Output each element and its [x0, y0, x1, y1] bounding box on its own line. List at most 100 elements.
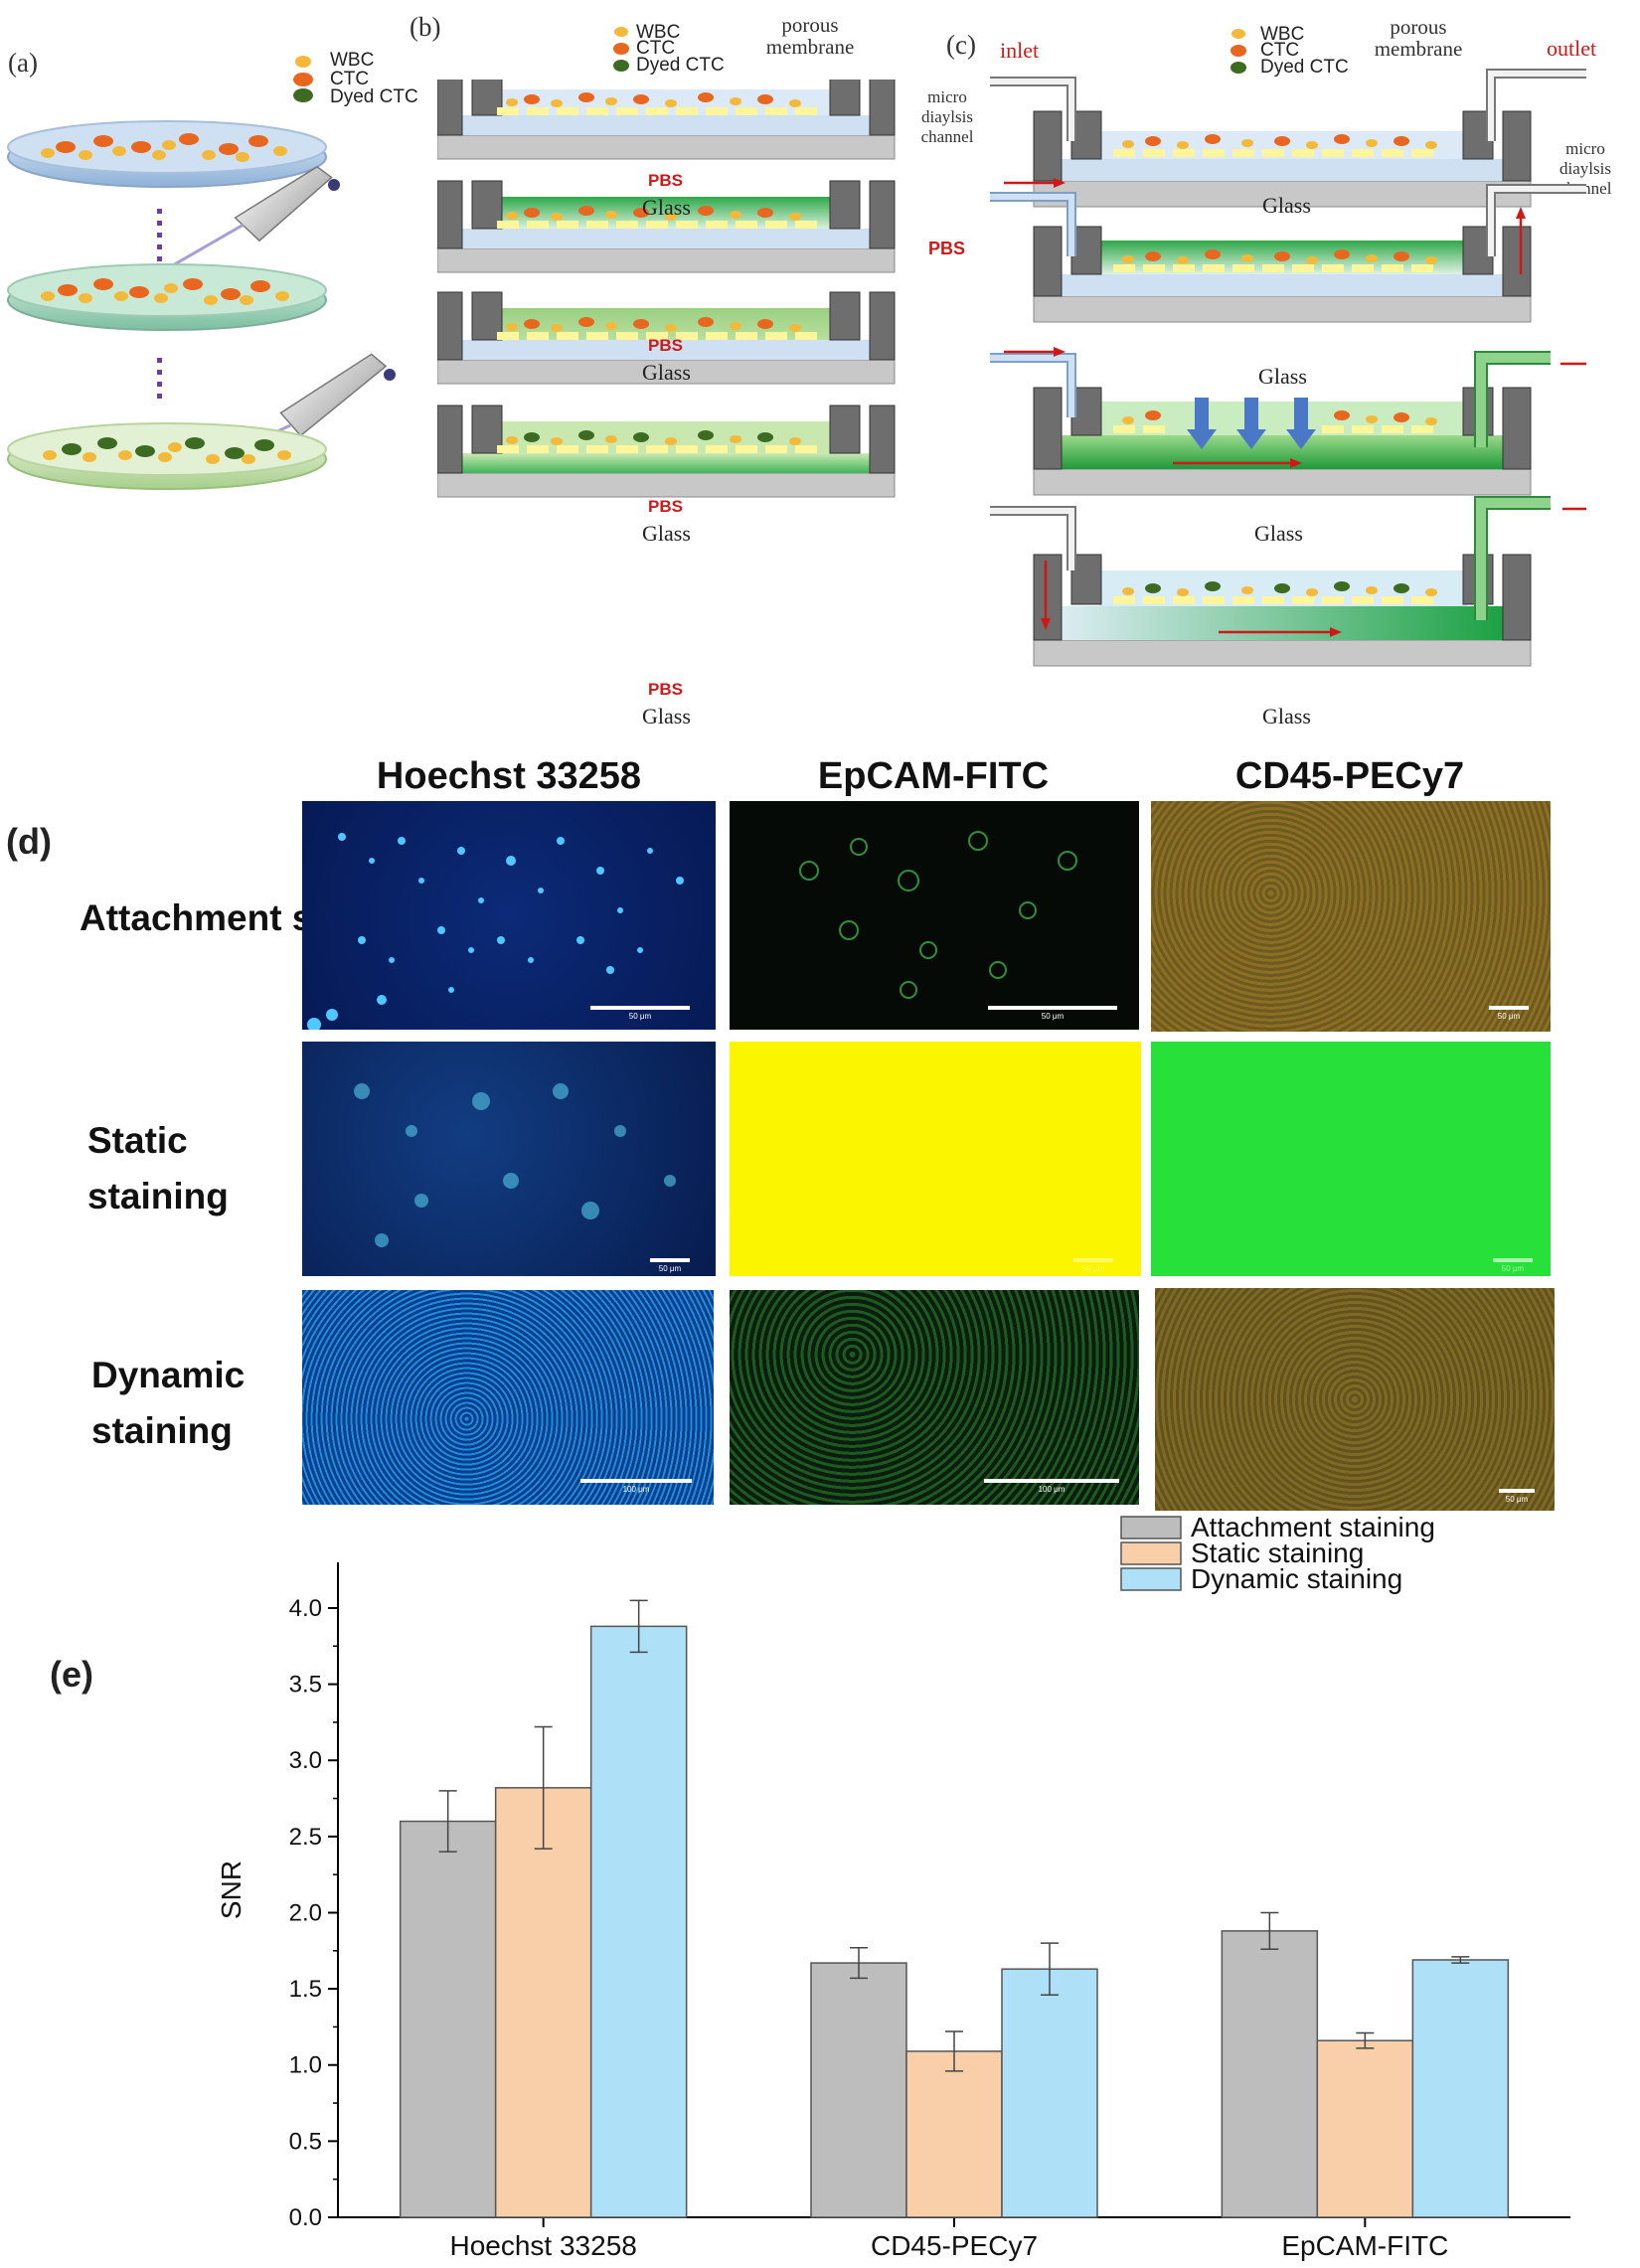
legend-ctc-dot — [293, 73, 313, 86]
scale-bar — [590, 1006, 690, 1010]
legend-dyed-ctc-dot — [293, 88, 313, 102]
legend-label: Static staining — [1191, 1538, 1364, 1568]
bar — [399, 1820, 497, 2218]
y-tick-label: 2.0 — [289, 1899, 322, 1926]
chart-axes: 0.0 0.5 1.0 1.5 2.0 2.5 3.0 3.5 4.0 SNR Hoechst 33… — [216, 1562, 1570, 2261]
y-tick-label: 1.5 — [289, 1976, 322, 2003]
legend-dyed-ctc-label: Dyed CTC — [330, 86, 418, 107]
bar — [810, 1962, 907, 2218]
y-tick-label: 1.0 — [289, 2052, 322, 2079]
glass-label-c1: Glass — [1262, 193, 1311, 218]
panel-c-legend-dyed-ctc: Dyed CTC — [1260, 57, 1349, 78]
pbs-label-b1: PBS — [648, 171, 683, 190]
device-b-4 — [437, 405, 896, 498]
panel-a-illustration — [7, 56, 396, 490]
row-header-dynamic: Dynamic staining — [91, 1355, 246, 1451]
device-b-2 — [437, 180, 896, 273]
y-tick-label: 0.5 — [289, 2128, 322, 2155]
device-b-1 — [437, 80, 896, 160]
panel-c-legend-markers — [1230, 29, 1246, 74]
scale-bar — [1499, 1489, 1535, 1493]
panel-c-inlet: inlet — [1000, 38, 1040, 63]
micrograph-static-cd45: 50 μm — [1151, 1042, 1551, 1276]
device-c-2 — [990, 178, 1586, 323]
scale-label: 100 μm — [622, 1485, 650, 1494]
bar — [1001, 1968, 1098, 2218]
panel-c-porous-membrane: porous membrane — [1374, 15, 1463, 61]
panel-b-legend-dyed-ctc: Dyed CTC — [636, 55, 725, 76]
y-tick-label: 2.5 — [289, 1824, 322, 1851]
panel-c-devices — [990, 69, 1586, 667]
glass-label-b1: Glass — [642, 195, 691, 220]
micrograph-dynamic-epcam: 100 μm — [730, 1290, 1139, 1505]
scale-bar — [1073, 1258, 1113, 1262]
device-b-3 — [437, 291, 896, 385]
panel-b-legend-markers — [613, 27, 629, 72]
column-header-cd45: CD45-PECy7 — [1234, 755, 1465, 797]
pbs-label-b2: PBS — [648, 336, 683, 355]
micrograph-attachment-epcam: 50 μm — [730, 801, 1139, 1030]
petri-dish-2 — [7, 263, 327, 331]
scale-bar — [1489, 1006, 1529, 1010]
row-header-static: Static staining — [87, 1120, 229, 1216]
x-tick-label: EpCAM-FITC — [1281, 2230, 1448, 2261]
scale-label: 50 μm — [1041, 1012, 1065, 1021]
scale-label: 50 μm — [658, 1264, 682, 1273]
panel-a-label: (a) — [8, 48, 38, 78]
scale-label: 50 μm — [1501, 1264, 1525, 1273]
legend-swatch — [1120, 1516, 1182, 1539]
panel-b-legend-dots — [417, 10, 437, 80]
pbs-label-b3: PBS — [648, 497, 683, 516]
bar — [1316, 2039, 1414, 2218]
scale-label: 50 μm — [1505, 1495, 1529, 1504]
y-tick-label: 3.5 — [289, 1672, 322, 1699]
glass-label-b3: Glass — [642, 521, 691, 546]
x-tick-label: Hoechst 33258 — [449, 2230, 636, 2261]
bar — [494, 1787, 592, 2218]
chart-error-bars — [438, 1599, 1470, 2072]
legend-ctc-label: CTC — [330, 69, 370, 89]
panel-b-porous-membrane: porous membrane — [765, 13, 855, 59]
glass-label-c2: Glass — [1258, 364, 1307, 389]
glass-label-c3: Glass — [1254, 521, 1303, 546]
bar — [1411, 1959, 1510, 2218]
bar — [905, 2050, 1003, 2218]
panel-e-label: (e) — [50, 1654, 93, 1695]
scale-label: 50 μm — [1081, 1264, 1105, 1273]
micrograph-static-hoechst: 50 μm — [302, 1042, 716, 1276]
micrograph-dynamic-hoechst: 100 μm — [302, 1290, 714, 1505]
y-tick-label: 0.0 — [289, 2204, 322, 2231]
column-header-epcam: EpCAM-FITC — [817, 755, 1050, 797]
y-tick-label: 3.0 — [289, 1747, 322, 1774]
panel-b-legend-ctc: CTC — [636, 38, 676, 59]
panel-c-pbs-label: PBS — [928, 239, 966, 258]
legend-swatch — [1120, 1567, 1182, 1591]
panel-c-legend-ctc: CTC — [1260, 40, 1300, 61]
glass-label-c4: Glass — [1262, 704, 1311, 729]
device-c-4 — [990, 496, 1586, 667]
scale-bar — [984, 1479, 1119, 1483]
micrograph-dynamic-cd45: 50 μm — [1155, 1288, 1555, 1511]
glass-label-b2: Glass — [642, 360, 691, 385]
micrograph-attachment-cd45: 50 μm — [1151, 801, 1551, 1032]
y-tick-label: 4.0 — [289, 1595, 322, 1622]
petri-dish-1 — [7, 120, 327, 188]
panel-b-legend-wbc: WBC — [636, 22, 681, 43]
glass-label-b4: Glass — [642, 704, 691, 729]
panel-d-label: (d) — [6, 821, 52, 862]
scale-bar — [650, 1258, 690, 1262]
snr-bar-chart: 0.0 0.5 1.0 1.5 2.0 2.5 3.0 3.5 4.0 SNR Hoechst 33… — [216, 1512, 1570, 2261]
scale-label: 50 μm — [628, 1012, 652, 1021]
scale-label: 50 μm — [1497, 1012, 1521, 1021]
y-axis-label: SNR — [216, 1861, 246, 1919]
panel-b-microdialysis-label: micro diaylsis channel — [920, 87, 974, 146]
panel-b-label: (b) — [410, 12, 441, 42]
chart-bars — [399, 1625, 1510, 2218]
x-tick-label: CD45-PECy7 — [871, 2230, 1038, 2261]
scale-label: 100 μm — [1038, 1485, 1066, 1494]
scale-bar — [988, 1006, 1117, 1010]
petri-dish-3 — [7, 422, 327, 490]
legend-wbc-dot — [295, 56, 311, 68]
bar — [1221, 1930, 1319, 2218]
scale-bar — [1493, 1258, 1533, 1262]
